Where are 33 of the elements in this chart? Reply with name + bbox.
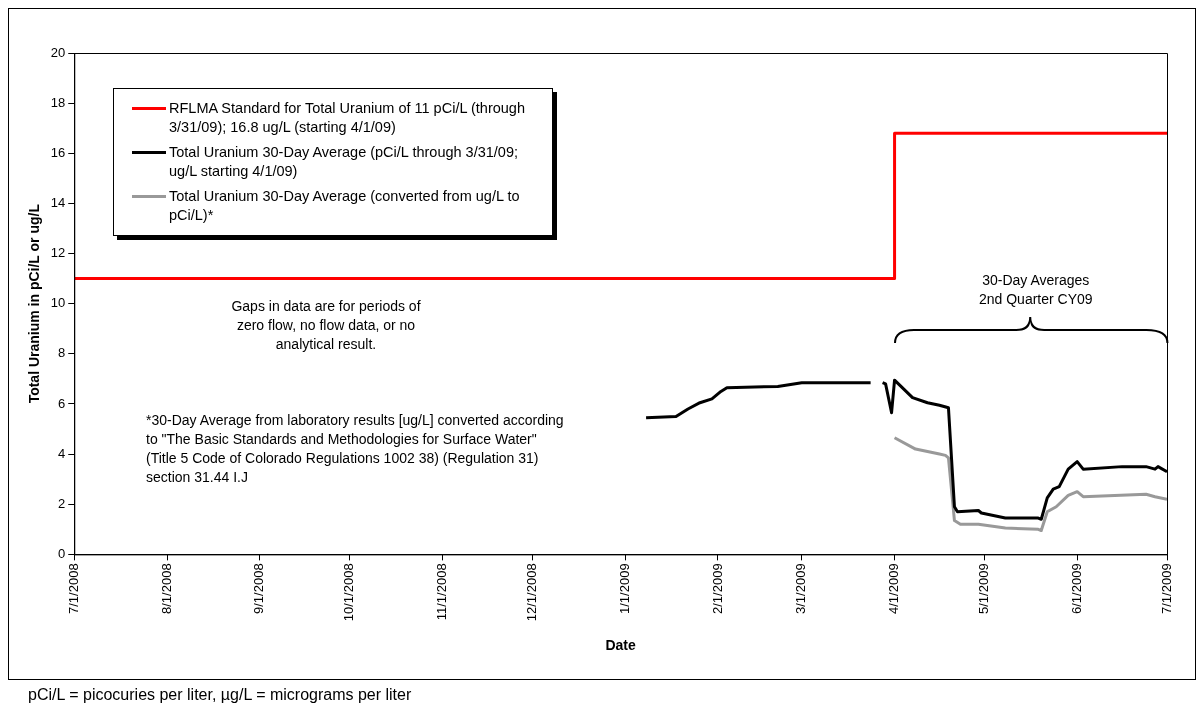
x-tick-label: 7/1/2008 xyxy=(65,563,81,614)
legend-label: RFLMA Standard for Total Uranium of 11 pCi/L (through 3/31/09); 16.8 ug/L (starting 4/1/09) xyxy=(169,99,526,137)
x-tick-label: 8/1/2008 xyxy=(158,563,174,614)
legend-label: Total Uranium 30-Day Average (pCi/L through 3/31/09; ug/L starting 4/1/09) xyxy=(169,143,519,181)
y-tick-label: 18 xyxy=(50,94,66,110)
x-tick-label: 1/1/2009 xyxy=(616,563,632,614)
y-tick-label: 4 xyxy=(58,445,66,461)
y-tick-label: 10 xyxy=(50,295,66,311)
x-tick-label: 12/1/2008 xyxy=(523,563,539,622)
y-tick-label: 8 xyxy=(58,345,66,361)
y-tick-label: 6 xyxy=(58,395,66,411)
x-tick-label: 6/1/2009 xyxy=(1068,563,1084,614)
y-tick-label: 12 xyxy=(50,245,66,261)
annotation: 30-Day Averages 2nd Quarter CY09 xyxy=(977,271,1094,309)
x-tick-label: 2/1/2009 xyxy=(709,563,725,614)
x-tick-label: 9/1/2008 xyxy=(251,563,267,614)
x-tick-label: 5/1/2009 xyxy=(975,563,991,614)
y-tick-label: 14 xyxy=(50,194,66,210)
x-tick-label: 4/1/2009 xyxy=(886,563,902,614)
y-tick-label: 2 xyxy=(58,495,66,511)
annotation: *30-Day Average from laboratory results [ug/L] converted according to "The Basic Standards and Methodologies for Surface Water" (Title 5 Code of Colorado Regulations 1002 38) (Regulation 31) section 31.44 I.J xyxy=(146,411,565,487)
y-axis-title: Total Uranium in pCi/L or ug/L xyxy=(26,203,43,404)
x-tick-label: 10/1/2008 xyxy=(341,563,357,622)
y-tick-label: 16 xyxy=(50,144,66,160)
x-tick-label: 3/1/2009 xyxy=(793,563,809,614)
x-axis-title: Date xyxy=(605,637,637,654)
legend-label: Total Uranium 30-Day Average (converted from ug/L to pCi/L)* xyxy=(169,187,521,225)
text: pCi/L = picocuries per liter, µg/L = micrograms per liter xyxy=(28,686,413,704)
x-tick-label: 7/1/2009 xyxy=(1158,563,1174,614)
y-tick-label: 20 xyxy=(50,44,66,60)
annotation: Gaps in data are for periods of zero flow, no flow data, or no analytical result. xyxy=(231,297,421,354)
x-tick-label: 11/1/2008 xyxy=(434,563,450,621)
y-tick-label: 0 xyxy=(58,545,66,561)
